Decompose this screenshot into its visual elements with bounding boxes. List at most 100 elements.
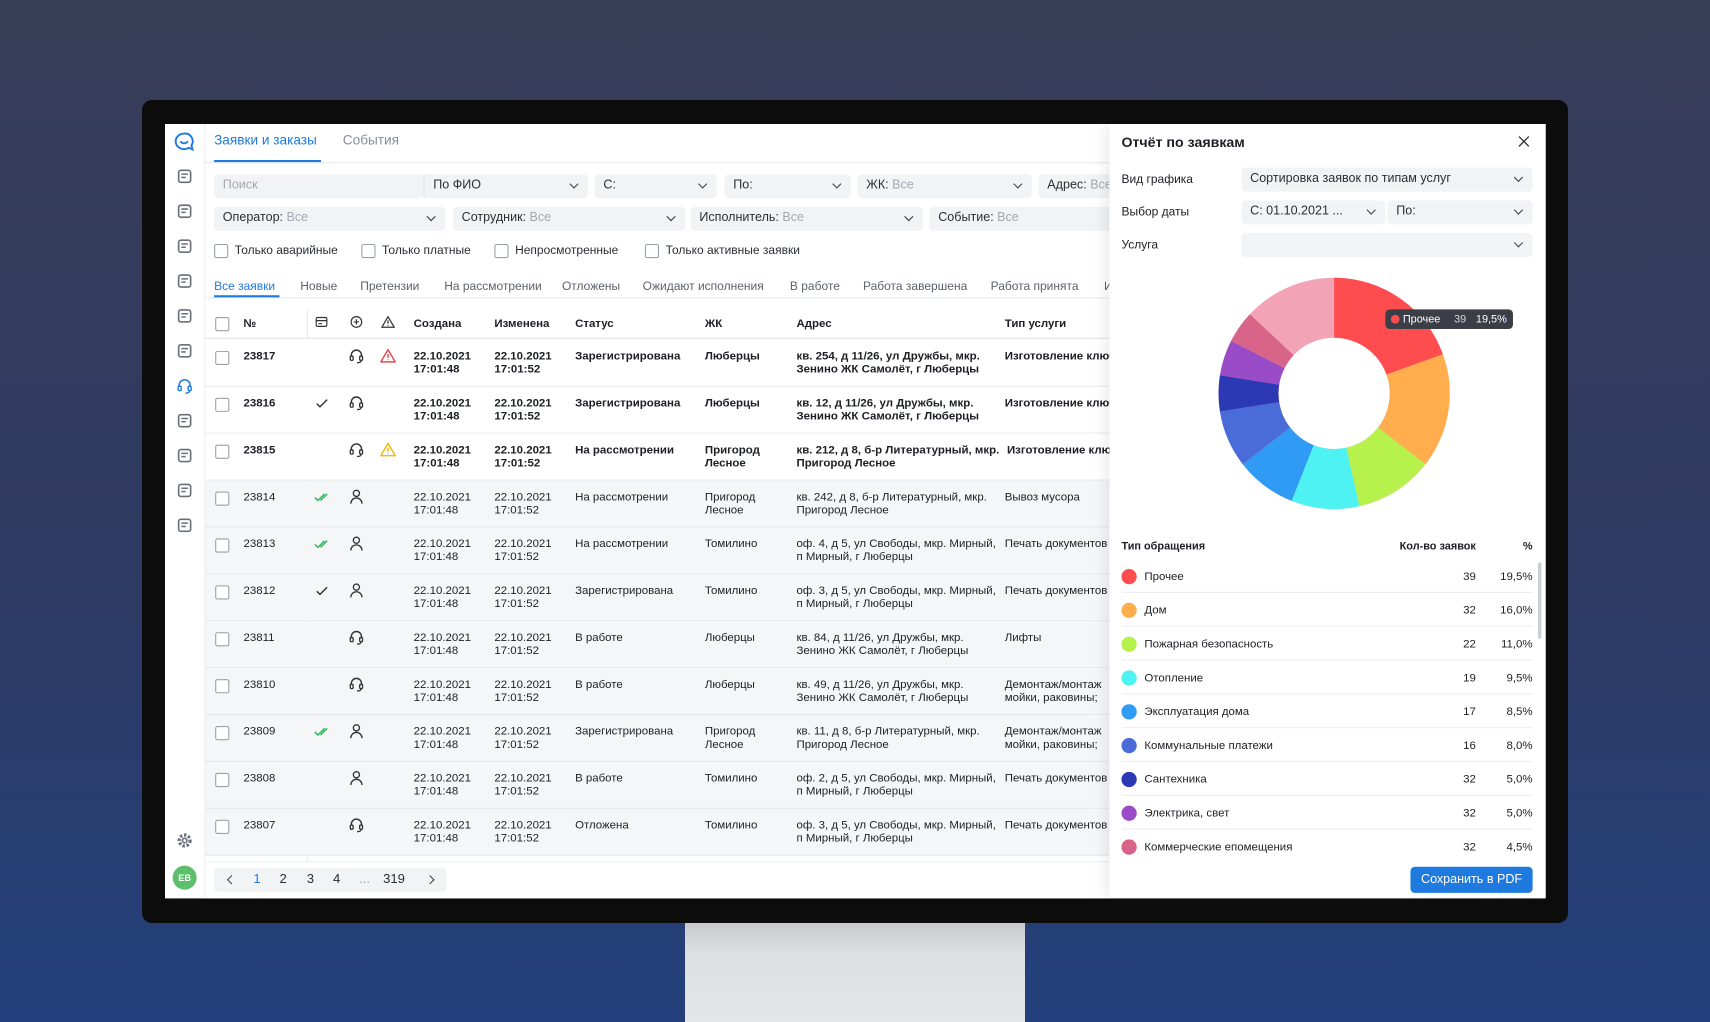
row-checkbox[interactable] <box>215 538 230 553</box>
sidebar-icon[interactable] <box>176 412 193 429</box>
status-tab[interactable]: Новые <box>300 279 338 294</box>
filter-field[interactable]: Событие: Все <box>929 206 1110 231</box>
column-header: Адрес <box>796 317 832 331</box>
checkbox-label[interactable]: Только платные <box>382 243 471 258</box>
checkbox-label[interactable]: Непросмотренные <box>515 243 619 258</box>
sidebar-icon[interactable] <box>176 342 193 359</box>
filter-field[interactable]: По ФИО <box>423 174 589 199</box>
row-checkbox[interactable] <box>215 819 230 834</box>
page-number[interactable]: 319 <box>383 871 405 887</box>
select-value: По: <box>1396 204 1416 218</box>
legend-count: 32 <box>1463 840 1476 854</box>
sidebar-icon[interactable] <box>176 482 193 499</box>
cell-text: Лесное <box>704 738 744 752</box>
filter-field[interactable]: ЖК: Все <box>857 174 1033 199</box>
table-row[interactable] <box>204 715 1110 763</box>
cell-text: 22.10.2021 <box>413 818 471 832</box>
table-row[interactable] <box>204 433 1110 481</box>
row-checkbox[interactable] <box>215 585 230 600</box>
status-tab[interactable]: Работа завершена <box>862 279 968 294</box>
checkbox[interactable] <box>494 243 509 259</box>
sidebar-icon[interactable] <box>176 447 193 464</box>
cell-text: Печать документов <box>1004 818 1108 832</box>
table-row[interactable] <box>204 574 1110 622</box>
table-row[interactable] <box>204 339 1110 387</box>
source-icon-part <box>356 688 362 692</box>
table-row[interactable] <box>204 668 1110 716</box>
cell-text: 22.10.2021 <box>413 443 471 457</box>
sidebar-icon-part <box>177 483 192 498</box>
source-icon-part <box>356 360 362 364</box>
filter-field[interactable]: С: <box>594 174 717 199</box>
table-row[interactable] <box>204 527 1110 575</box>
avatar[interactable]: EB <box>172 865 197 890</box>
close-icon[interactable] <box>1517 135 1530 148</box>
sidebar-icon[interactable] <box>176 168 193 185</box>
select[interactable] <box>1241 233 1533 258</box>
status-tab[interactable]: Работа принята <box>990 279 1079 294</box>
row-checkbox[interactable] <box>215 679 230 694</box>
cell-text: На рассмотрении <box>575 537 669 551</box>
legend-count: 32 <box>1463 772 1476 786</box>
filter-field[interactable]: Оператор: Все <box>214 206 446 231</box>
page-number[interactable]: 1 <box>253 871 261 887</box>
table-row[interactable] <box>204 621 1110 669</box>
select[interactable]: Сортировка заявок по типам услуг <box>1241 167 1533 192</box>
status-tab[interactable]: На рассмотрении <box>444 279 542 294</box>
table-row[interactable] <box>204 762 1110 809</box>
page-number[interactable]: 2 <box>279 871 287 887</box>
cell-text: Люберцы <box>704 631 755 645</box>
source-icon-part <box>350 630 363 639</box>
filter-field[interactable]: Исполнитель: Все <box>690 206 923 231</box>
filter-field[interactable]: По: <box>724 174 851 199</box>
status-tab[interactable]: Отложены <box>561 279 621 294</box>
select[interactable]: По: <box>1387 200 1533 225</box>
filter-field[interactable]: Сотрудник: Все <box>452 206 686 231</box>
row-checkbox[interactable] <box>215 632 230 647</box>
row-checkbox[interactable] <box>215 397 230 412</box>
checkbox[interactable] <box>214 243 229 259</box>
cell-text: Томилино <box>704 584 758 598</box>
source-icon-part <box>349 449 354 455</box>
checkbox-label[interactable]: Только аварийные <box>234 243 338 258</box>
status-tab[interactable]: И <box>1104 280 1109 294</box>
row-checkbox[interactable] <box>215 772 230 788</box>
header-checkbox[interactable] <box>215 317 230 332</box>
table-row[interactable] <box>204 386 1110 434</box>
page-number[interactable]: ... <box>359 871 371 887</box>
status-tab[interactable]: Претензии <box>360 279 420 294</box>
settings-icon[interactable] <box>176 832 193 849</box>
filter-label: Исполнитель: Все <box>699 211 805 225</box>
legend-name: Сантехника <box>1144 772 1207 786</box>
select[interactable]: С: 01.10.2021 ... <box>1241 200 1386 225</box>
sidebar-icon[interactable] <box>176 237 193 254</box>
sidebar-icon[interactable] <box>176 203 193 220</box>
status-tab[interactable]: Ожидают исполнения <box>642 279 764 294</box>
save-button[interactable]: Сохранить в PDF <box>1410 866 1533 893</box>
sidebar-icon[interactable] <box>176 307 193 324</box>
sidebar-icon[interactable] <box>176 272 193 289</box>
row-checkbox[interactable] <box>215 444 230 459</box>
filter-field[interactable]: Поиск <box>214 174 424 199</box>
filter-label: Поиск <box>222 178 258 192</box>
row-checkbox[interactable] <box>215 350 230 366</box>
cell-text: 17:01:48 <box>413 644 459 658</box>
page-number[interactable]: 3 <box>306 871 315 887</box>
sidebar-icon[interactable] <box>176 517 193 534</box>
row-checkbox[interactable] <box>215 726 230 741</box>
checkbox[interactable] <box>361 243 376 259</box>
checkbox-label[interactable]: Только активные заявки <box>665 243 800 258</box>
status-tab[interactable]: Все заявки <box>214 279 276 294</box>
page-number[interactable]: 4 <box>332 871 341 887</box>
status-tab[interactable]: В работе <box>789 279 840 294</box>
tab[interactable]: Заявки и заказы <box>214 132 317 148</box>
status-flag <box>314 540 328 549</box>
table-row[interactable] <box>204 808 1110 856</box>
checkbox[interactable] <box>644 243 660 259</box>
report-row-line <box>1121 591 1533 593</box>
sidebar-icon[interactable] <box>176 377 193 394</box>
filter-field[interactable]: Адрес: Все <box>1038 174 1110 199</box>
table-row[interactable] <box>204 480 1110 528</box>
row-checkbox[interactable] <box>215 491 230 506</box>
tab[interactable]: События <box>342 132 400 148</box>
